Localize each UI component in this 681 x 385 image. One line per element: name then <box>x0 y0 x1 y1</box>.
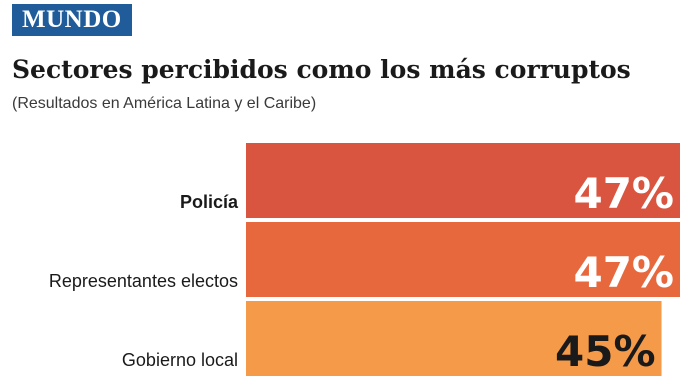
chart-title: Sectores percibidos como los más corrupt… <box>12 55 631 84</box>
category-label-2: Gobierno local <box>122 350 238 370</box>
category-label-1: Representantes electos <box>49 271 238 291</box>
bar-1 <box>246 222 680 297</box>
bar-2 <box>246 301 662 376</box>
chart-subtitle: (Resultados en América Latina y el Carib… <box>12 95 317 112</box>
value-label-2: 45% <box>555 327 656 376</box>
value-label-0: 47% <box>573 169 674 218</box>
category-label-0: Policía <box>180 192 239 212</box>
bar-0 <box>246 143 680 218</box>
section-tag: MUNDO <box>12 4 132 36</box>
value-label-1: 47% <box>573 248 674 297</box>
